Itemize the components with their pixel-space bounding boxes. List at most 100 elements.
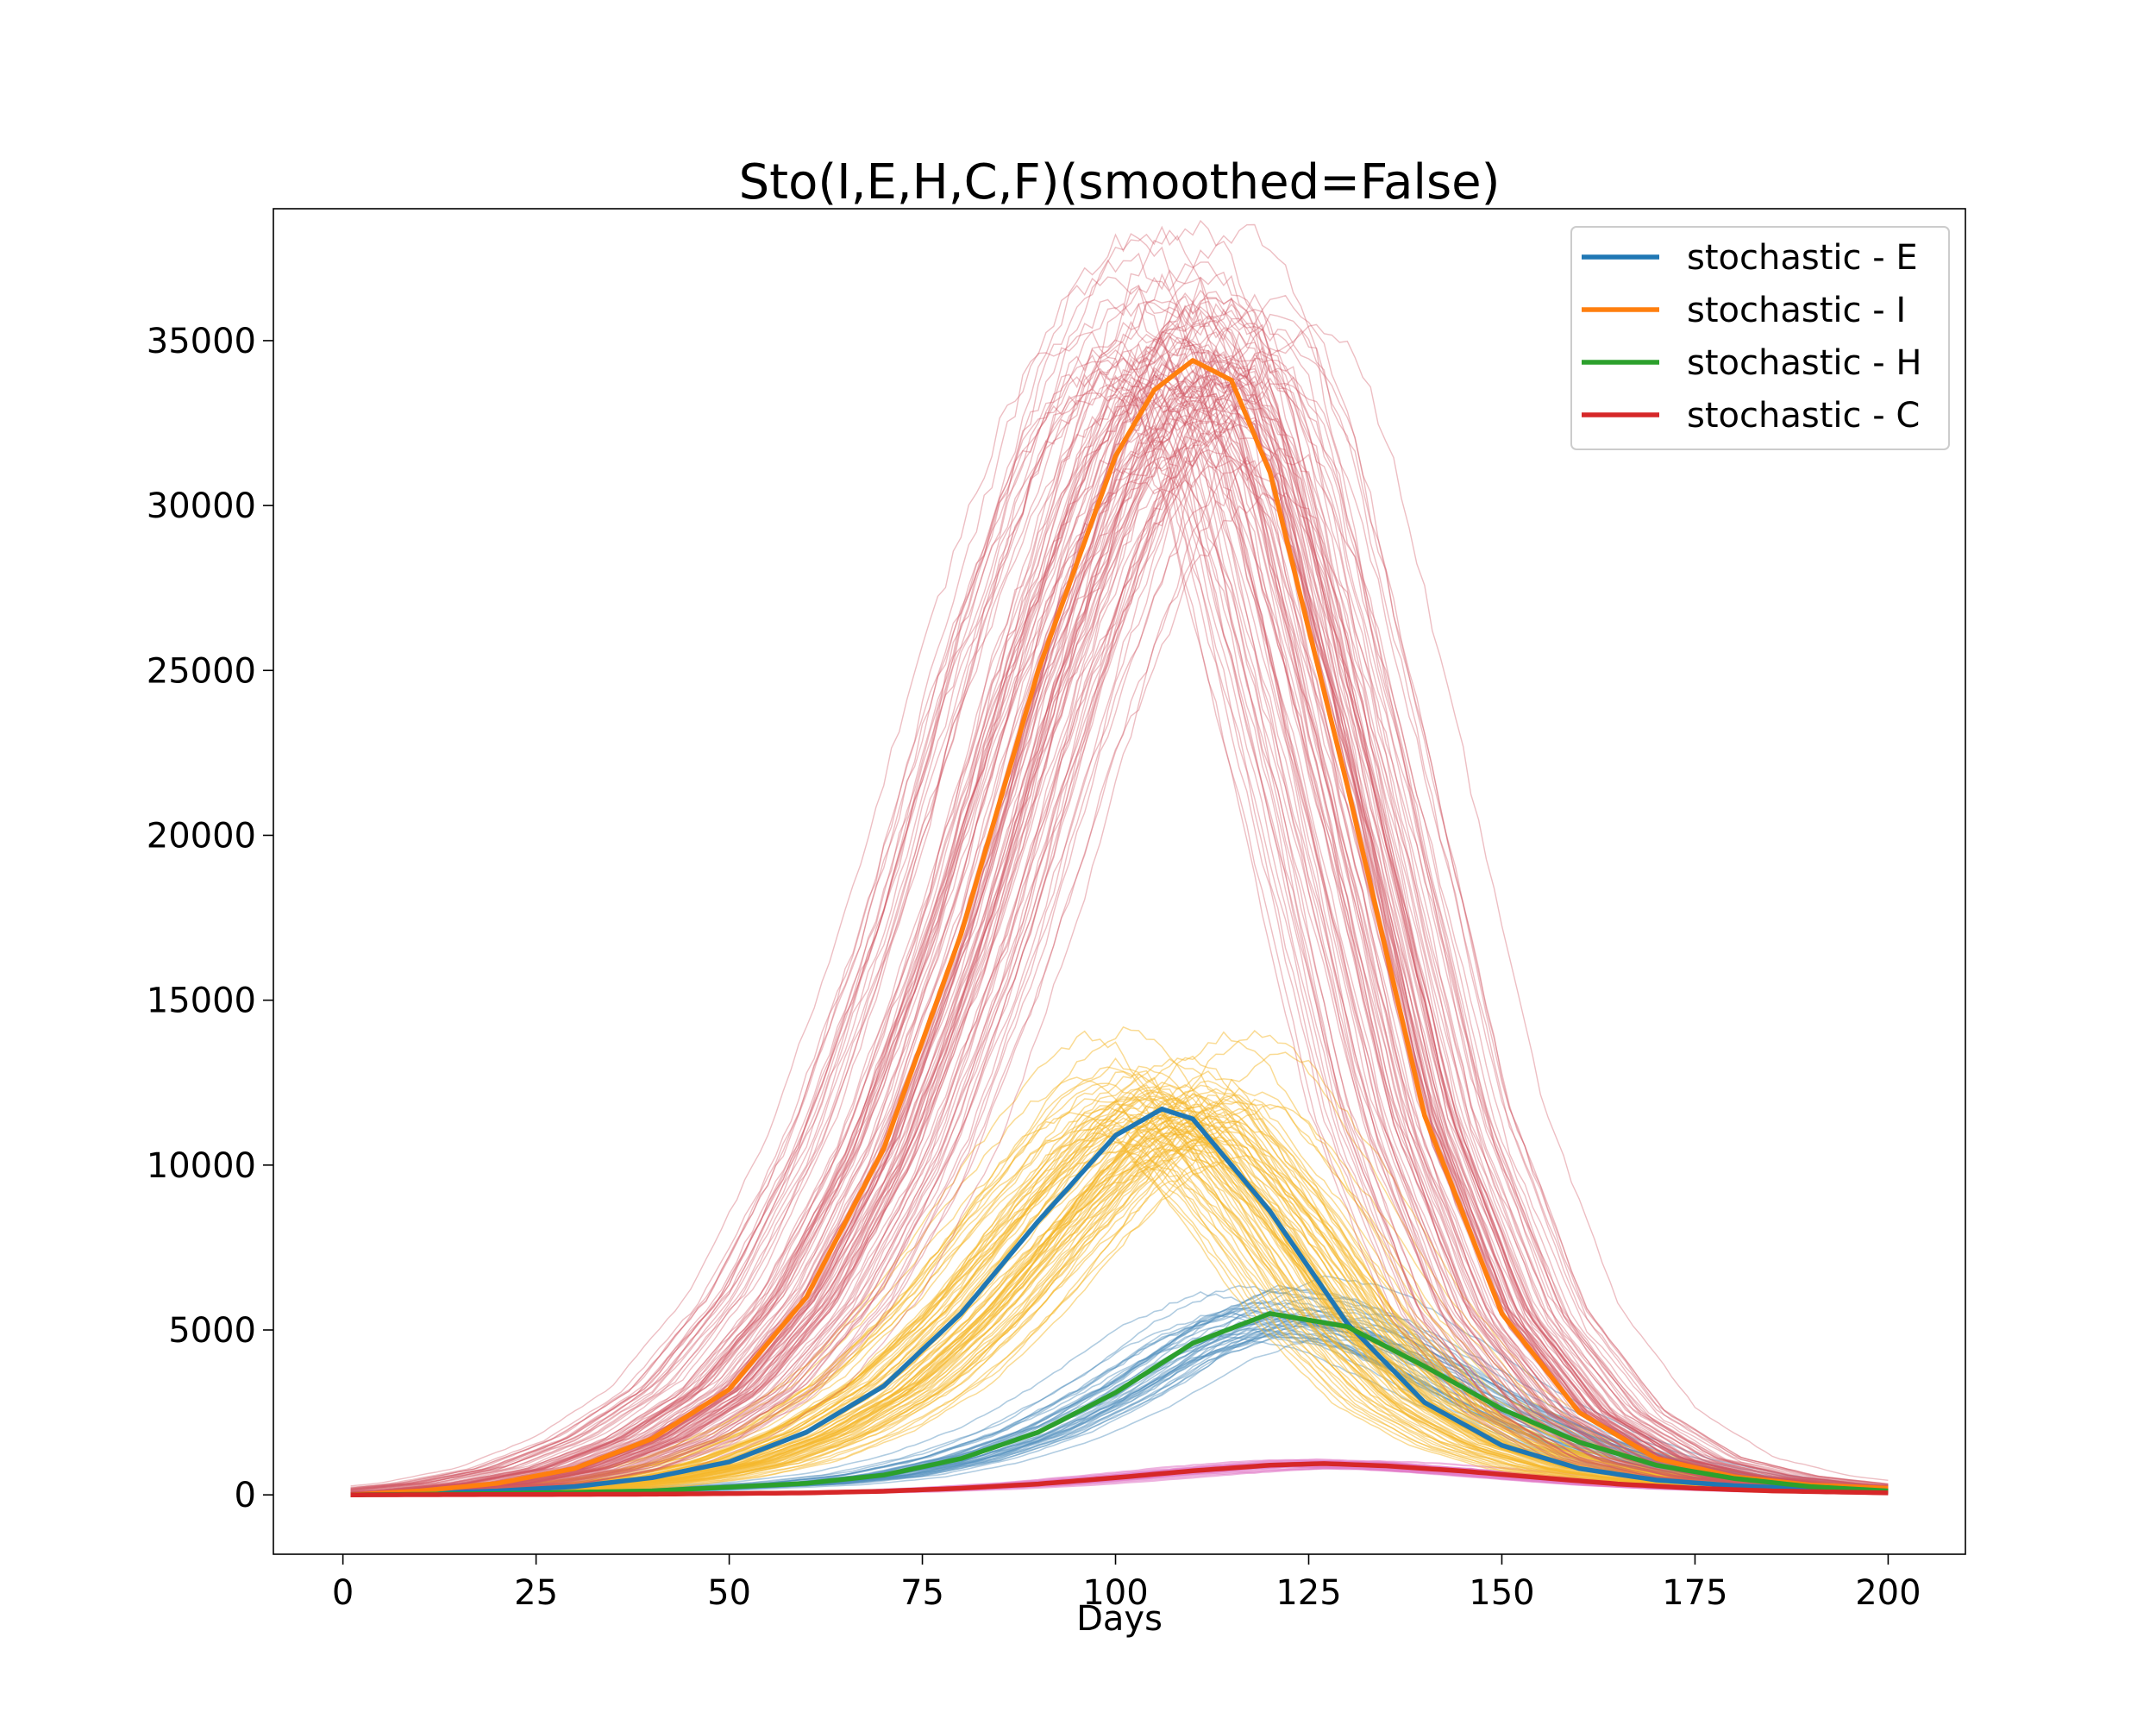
ensemble-run-i xyxy=(350,361,1889,1496)
y-tick-label: 10000 xyxy=(147,1146,256,1186)
ensemble-run-i xyxy=(350,271,1889,1496)
ensemble-run-i xyxy=(350,357,1889,1491)
x-tick-label: 150 xyxy=(1469,1573,1534,1613)
ensemble-run-i xyxy=(350,347,1889,1493)
ensemble-run-i xyxy=(350,303,1889,1496)
ensemble-run-i xyxy=(350,393,1889,1496)
ensemble-run-i xyxy=(350,336,1889,1495)
ensemble-run-i xyxy=(350,365,1889,1496)
x-tick-label: 100 xyxy=(1082,1573,1148,1613)
x-tick-label: 0 xyxy=(332,1573,354,1613)
ensemble-run-i xyxy=(350,276,1889,1490)
ensemble-run-i xyxy=(350,269,1889,1495)
ensemble-run-i xyxy=(350,387,1889,1494)
legend-label: stochastic - C xyxy=(1687,396,1920,436)
ensemble-run-e xyxy=(350,1070,1889,1496)
legend-item: stochastic - H xyxy=(1582,343,1921,383)
ensemble-run-i xyxy=(350,252,1889,1491)
ensemble-run-i xyxy=(350,298,1889,1490)
ensemble-run-i xyxy=(350,342,1889,1496)
ensemble-run-i xyxy=(350,434,1889,1494)
ensemble-run-i xyxy=(350,375,1889,1496)
ensemble-run-i xyxy=(350,293,1889,1496)
ensemble-run-i xyxy=(350,374,1889,1491)
ensemble-run-i xyxy=(350,261,1889,1496)
ensemble-run-i xyxy=(350,289,1889,1496)
ensemble-run-i xyxy=(350,291,1889,1496)
ensemble-run-i xyxy=(350,353,1889,1496)
ensemble-run-i xyxy=(350,418,1889,1496)
ensemble-run-i xyxy=(350,380,1889,1496)
ensemble-run-i xyxy=(350,367,1889,1494)
ensemble-run-i xyxy=(350,368,1889,1493)
legend-item: stochastic - I xyxy=(1582,291,1906,330)
ensemble-run-i xyxy=(350,357,1889,1496)
x-tick-label: 25 xyxy=(514,1573,558,1613)
ensemble-run-i xyxy=(350,408,1889,1496)
ensemble-run-i xyxy=(350,412,1889,1496)
ensemble-run-i xyxy=(350,339,1889,1490)
y-tick-label: 20000 xyxy=(147,816,256,856)
ensemble-run-i xyxy=(350,455,1889,1496)
y-tick-label: 0 xyxy=(235,1476,256,1515)
ensemble-run-i xyxy=(350,313,1889,1496)
ensemble-run-i xyxy=(350,295,1889,1496)
ensemble-run-i xyxy=(350,357,1889,1496)
ensemble-run-i xyxy=(350,233,1889,1491)
ensemble-run-i xyxy=(350,400,1889,1496)
legend: stochastic - E stochastic - I stochastic -… xyxy=(1570,226,1950,450)
ensemble-run-i xyxy=(350,328,1889,1496)
ensemble-run-i xyxy=(350,447,1889,1496)
ensemble-run-i xyxy=(350,308,1889,1496)
ensemble-run-i xyxy=(350,480,1889,1493)
ensemble-run-i xyxy=(350,300,1889,1496)
series-line-i xyxy=(350,358,1889,1497)
y-tick-label: 30000 xyxy=(147,486,256,526)
series-line-c xyxy=(350,1461,1889,1497)
ensemble-run-i xyxy=(350,384,1889,1496)
legend-box xyxy=(1570,226,1950,450)
ensemble-run-i xyxy=(350,492,1889,1496)
y-tick-label: 35000 xyxy=(147,322,256,361)
ensemble-run-i xyxy=(350,342,1889,1492)
series-line-h xyxy=(350,1311,1889,1497)
chart-title: Sto(I,E,H,C,F)(smoothed=False) xyxy=(739,154,1501,210)
ensemble-run-i xyxy=(350,419,1889,1496)
x-tick-label: 175 xyxy=(1662,1573,1727,1613)
ensemble-run-i xyxy=(350,343,1889,1496)
ensemble-run-i xyxy=(350,297,1889,1496)
ensemble-run-i xyxy=(350,373,1889,1496)
legend-label: stochastic - H xyxy=(1687,343,1921,383)
ensemble-run-i xyxy=(350,391,1889,1493)
ensemble-run-i xyxy=(350,382,1889,1496)
ensemble-run-i xyxy=(350,369,1889,1490)
ensemble-run-i xyxy=(350,367,1889,1496)
ensemble-I xyxy=(350,219,1889,1496)
ensemble-run-i xyxy=(350,399,1889,1491)
ensemble-run-i xyxy=(350,363,1889,1494)
series-lines xyxy=(350,358,1889,1497)
y-tick-label: 15000 xyxy=(147,982,256,1021)
ensemble-run-i xyxy=(350,442,1889,1496)
y-tick-label: 25000 xyxy=(147,651,256,691)
ensemble-run-i xyxy=(350,393,1889,1494)
ensemble-run-i xyxy=(350,373,1889,1496)
legend-label: stochastic - E xyxy=(1687,238,1918,278)
ensemble-run-i xyxy=(350,356,1889,1496)
ensemble-run-i xyxy=(350,398,1889,1496)
legend-item: stochastic - C xyxy=(1582,396,1920,436)
x-axis: 0 25 50 75 100 125 150 175 200 xyxy=(332,1554,1921,1613)
ensemble-run-e xyxy=(350,1110,1889,1496)
ensemble-run-i xyxy=(350,401,1889,1496)
ensemble-run-i xyxy=(350,285,1889,1492)
ensemble-run-e xyxy=(350,1110,1889,1496)
ensemble-run-i xyxy=(350,455,1889,1496)
ensemble-run-i xyxy=(350,320,1889,1492)
x-tick-label: 200 xyxy=(1855,1573,1921,1613)
x-tick-label: 50 xyxy=(707,1573,751,1613)
x-tick-label: 75 xyxy=(900,1573,944,1613)
ensemble-run-i xyxy=(350,346,1889,1496)
y-tick-label: 5000 xyxy=(168,1311,256,1351)
